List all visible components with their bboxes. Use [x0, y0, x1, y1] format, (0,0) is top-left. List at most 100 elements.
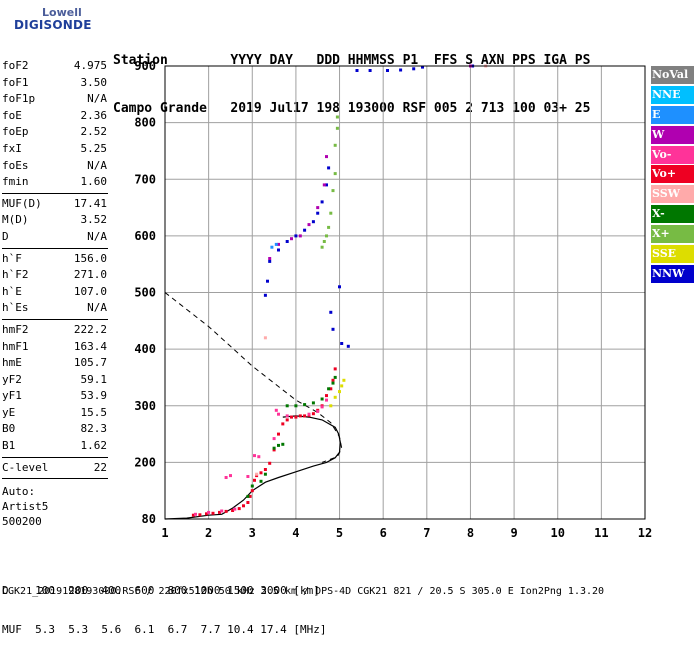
- logo-digisonde-text: DIGISONDE: [14, 18, 92, 32]
- echo-point: [329, 387, 333, 391]
- x-tick-label: 3: [249, 526, 256, 540]
- param-row: M(D) 3.52: [2, 212, 108, 229]
- echo-point: [231, 509, 235, 512]
- echo-point: [322, 240, 326, 243]
- x-tick-label: 7: [423, 526, 430, 540]
- file-footer: CGK21_2019198193000.RSF / 220fx512h 50 k…: [2, 586, 605, 597]
- echo-point: [325, 234, 328, 238]
- echo-point: [274, 408, 278, 412]
- echo-point: [259, 471, 263, 475]
- echo-point: [229, 474, 232, 478]
- muf-row: MUF 5.3 5.3 5.6 6.1 6.7 7.7 10.4 17.4 [M…: [2, 623, 327, 636]
- echo-point: [285, 240, 289, 243]
- param-divider: [2, 247, 108, 249]
- x-tick-label: 5: [336, 526, 343, 540]
- param-divider: [2, 478, 108, 480]
- legend-item: NNW: [651, 264, 694, 283]
- param-name: fxI: [2, 141, 22, 155]
- echo-point: [224, 509, 228, 513]
- header-labels: Station YYYY DAY DDD HHMMSS P1 FFS S AXN…: [113, 53, 591, 68]
- param-value: 82.3: [80, 422, 108, 436]
- echo-point: [298, 234, 302, 238]
- param-value: 1.62: [80, 439, 108, 453]
- echo-point: [191, 513, 195, 517]
- echo-point: [325, 394, 328, 398]
- param-row: foF1 3.50: [2, 75, 108, 92]
- echo-point: [311, 220, 315, 224]
- echo-point: [285, 404, 289, 408]
- auto-artist: Artist5: [2, 500, 49, 513]
- echo-point: [285, 414, 289, 418]
- param-name: yF2: [2, 372, 22, 386]
- chart-points: [191, 64, 488, 517]
- echo-point: [194, 512, 197, 516]
- param-row: yF1 53.9: [2, 388, 108, 405]
- param-value: 105.7: [73, 356, 107, 370]
- param-value: 53.9: [80, 389, 108, 403]
- param-value: 2.52: [80, 125, 108, 139]
- param-value: 107.0: [73, 284, 107, 298]
- param-name: M(D): [2, 213, 29, 227]
- echo-point: [237, 507, 241, 511]
- echo-point: [311, 412, 315, 416]
- chart-grid: [164, 65, 646, 520]
- param-value: 3.52: [80, 213, 108, 227]
- param-row: B1 1.62: [2, 438, 108, 455]
- echo-point: [325, 183, 328, 187]
- param-row: yE 15.5: [2, 405, 108, 422]
- param-divider: [2, 192, 108, 194]
- echo-point: [320, 245, 324, 249]
- echo-point: [205, 512, 208, 516]
- echo-point: [322, 183, 326, 187]
- param-row: foEp 2.52: [2, 124, 108, 141]
- param-name: h`F: [2, 251, 22, 265]
- echo-point: [281, 442, 285, 446]
- echo-point: [327, 387, 331, 391]
- echo-point: [329, 310, 333, 314]
- digisonde-logo: Lowell DIGISONDE: [4, 6, 104, 46]
- echo-point: [248, 494, 252, 498]
- echo-point: [224, 476, 228, 479]
- plot-frame: [164, 65, 646, 520]
- echo-point: [316, 206, 320, 210]
- echo-point: [338, 390, 341, 394]
- param-row: h`F2 271.0: [2, 267, 108, 284]
- param-name: foEs: [2, 158, 29, 172]
- echo-point: [250, 484, 254, 488]
- param-row: fxI 5.25: [2, 141, 108, 158]
- param-row: MUF(D) 17.41: [2, 196, 108, 213]
- y-tick-label: 700: [134, 172, 156, 186]
- y-tick-label: 400: [134, 342, 156, 356]
- param-name: fmin: [2, 175, 29, 189]
- param-row: h`Es N/A: [2, 300, 108, 317]
- echo-point: [320, 397, 324, 401]
- echo-point: [220, 509, 224, 513]
- y-tick-label: 300: [134, 399, 156, 413]
- param-value: 59.1: [80, 372, 108, 386]
- param-name: C-level: [2, 460, 49, 474]
- echo-point: [218, 510, 221, 514]
- echo-point: [250, 489, 254, 493]
- echo-point: [331, 381, 335, 385]
- logo-lowell-text: Lowell: [42, 6, 82, 19]
- echo-point: [272, 448, 276, 452]
- x-tick-label: 6: [380, 526, 387, 540]
- echo-point: [340, 342, 344, 345]
- echo-point: [294, 415, 298, 419]
- y-tick-label: 200: [134, 455, 156, 469]
- echo-point: [346, 344, 350, 348]
- param-row: foF1p N/A: [2, 91, 108, 108]
- echo-point: [277, 242, 280, 246]
- x-tick-label: 2: [205, 526, 212, 540]
- echo-point: [290, 415, 293, 419]
- param-value: 4.975: [73, 59, 107, 72]
- echo-point: [259, 479, 263, 483]
- y-tick-label: 600: [134, 229, 156, 243]
- echo-point: [268, 461, 272, 465]
- echo-point: [320, 405, 324, 409]
- legend-item: NoVal: [651, 66, 694, 84]
- echo-point: [233, 507, 237, 511]
- param-row: h`E 107.0: [2, 284, 108, 301]
- echo-point: [335, 126, 339, 130]
- autoscaling-info: Auto: Artist5 500200: [2, 484, 48, 529]
